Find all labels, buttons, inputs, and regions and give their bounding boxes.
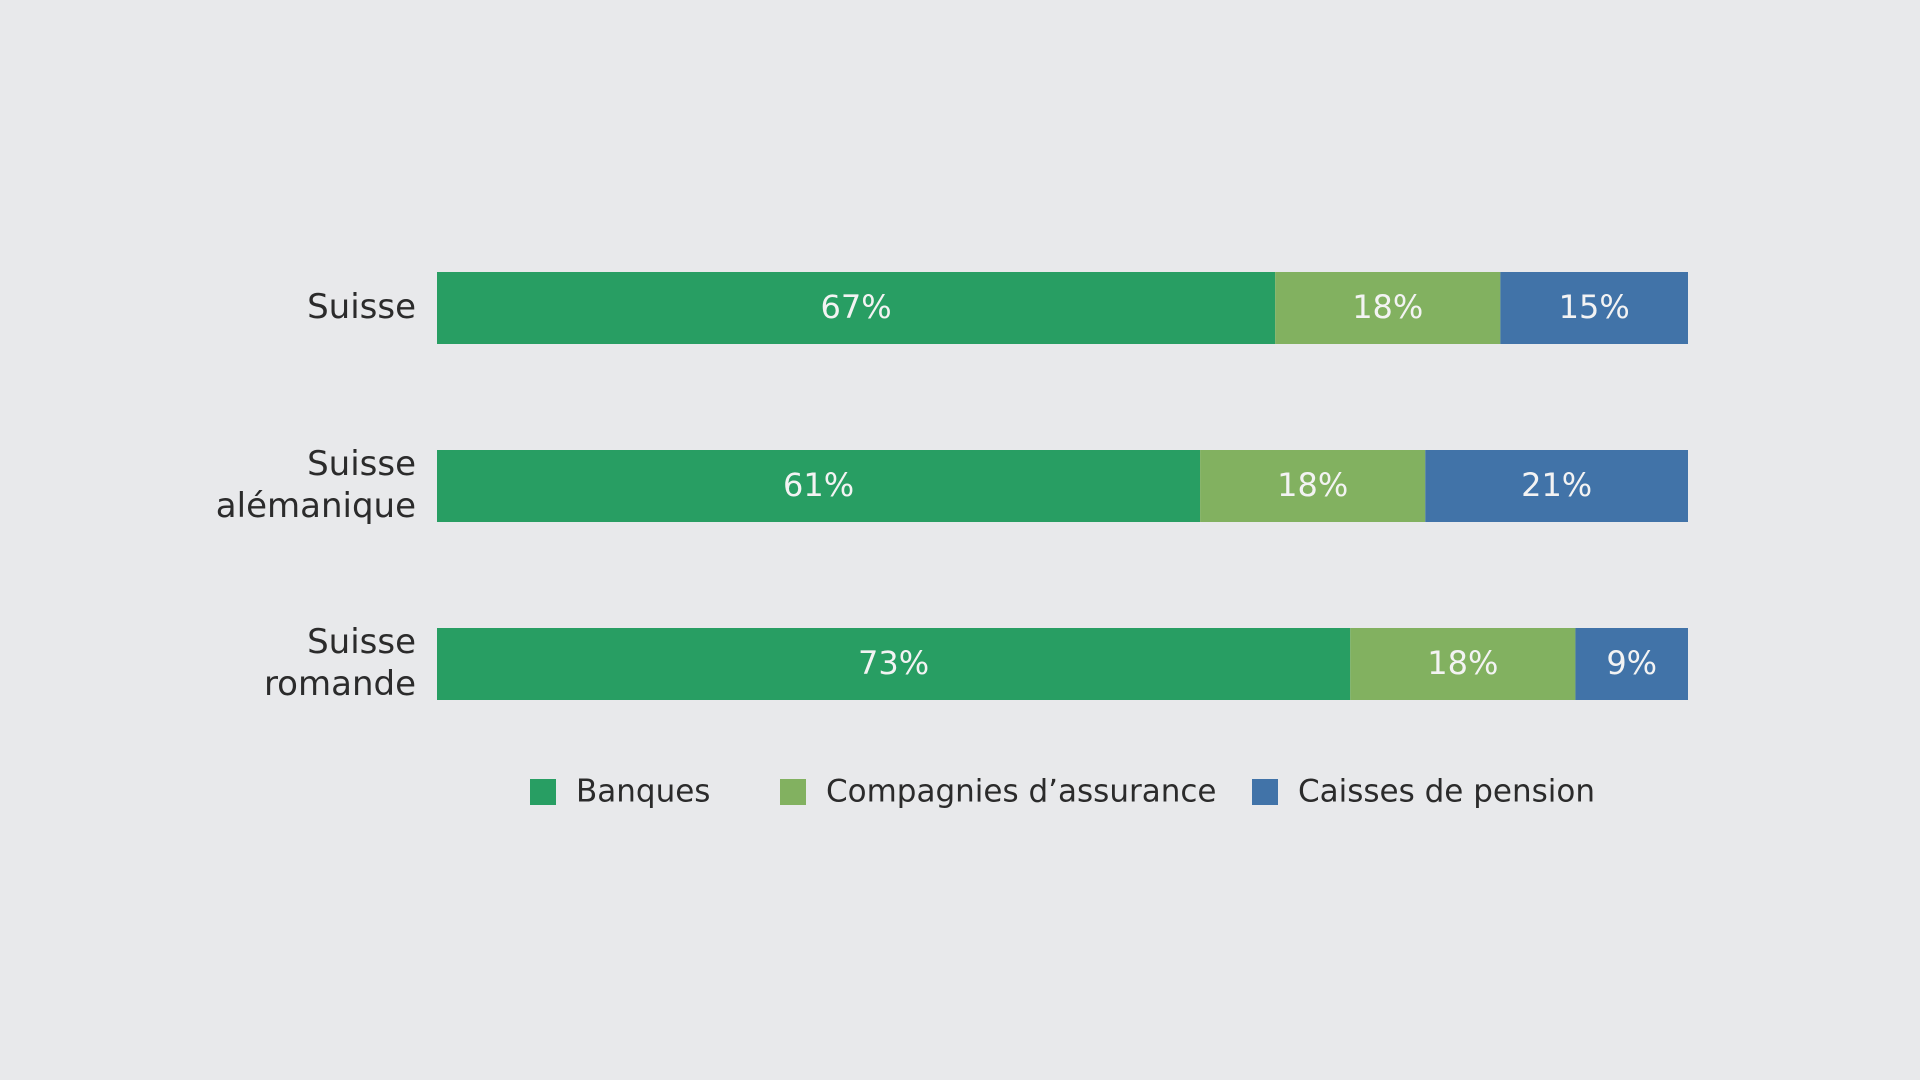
- bar-segment-suisse-alemanique-caisses-de-pension: [1425, 450, 1688, 522]
- category-label-suisse: Suisse: [307, 287, 416, 327]
- category-label-line: Suisse: [307, 287, 416, 327]
- legend-item-compagnies-d-assurance: Compagnies d’assurance: [780, 774, 1216, 810]
- bar-segment-suisse-romande-compagnies-d-assurance: [1350, 628, 1576, 700]
- category-label-line: Suisse: [307, 444, 416, 484]
- legend: Banques Compagnies d’assurance Caisses de …: [530, 774, 1595, 810]
- data-label-suisse-alemanique-compagnies-d-assurance: 18%: [1277, 466, 1348, 504]
- bar-segment-suisse-romande-banques: [437, 628, 1351, 700]
- category-label-suisse-romande: Suisse romande: [264, 622, 416, 704]
- data-label-suisse-romande-compagnies-d-assurance: 18%: [1427, 644, 1498, 682]
- data-label-suisse-romande-caisses-de-pension: 9%: [1606, 644, 1657, 682]
- category-label-suisse-alemanique: Suisse alémanique: [216, 444, 416, 526]
- legend-label-compagnies-d-assurance: Compagnies d’assurance: [826, 774, 1216, 810]
- legend-label-banques: Banques: [576, 774, 710, 810]
- category-label-line: alémanique: [216, 486, 416, 526]
- legend-swatch-banques: [530, 779, 556, 805]
- bar-segment-suisse-alemanique-compagnies-d-assurance: [1200, 450, 1426, 522]
- bar-segment-suisse-banques: [437, 272, 1276, 344]
- bar-segment-suisse-romande-caisses-de-pension: [1575, 628, 1688, 700]
- data-label-suisse-compagnies-d-assurance: 18%: [1352, 288, 1423, 326]
- legend-swatch-caisses-de-pension: [1252, 779, 1278, 805]
- legend-swatch-compagnies-d-assurance: [780, 779, 806, 805]
- data-label-suisse-alemanique-caisses-de-pension: 21%: [1521, 466, 1592, 504]
- data-label-suisse-caisses-de-pension: 15%: [1559, 288, 1630, 326]
- bar-segment-suisse-alemanique-banques: [437, 450, 1201, 522]
- legend-label-caisses-de-pension: Caisses de pension: [1298, 774, 1595, 810]
- data-label-suisse-banques: 67%: [821, 288, 892, 326]
- legend-item-caisses-de-pension: Caisses de pension: [1252, 774, 1595, 810]
- category-label-line: romande: [264, 664, 416, 704]
- bars-layer: 67% 18% 15% 61% 18% 21% 73% 18% 9%: [437, 272, 1688, 700]
- legend-item-banques: Banques: [530, 774, 710, 810]
- bar-segment-suisse-compagnies-d-assurance: [1275, 272, 1501, 344]
- bar-segment-suisse-caisses-de-pension: [1500, 272, 1688, 344]
- data-label-suisse-alemanique-banques: 61%: [783, 466, 854, 504]
- category-label-line: Suisse: [307, 622, 416, 662]
- data-label-suisse-romande-banques: 73%: [858, 644, 929, 682]
